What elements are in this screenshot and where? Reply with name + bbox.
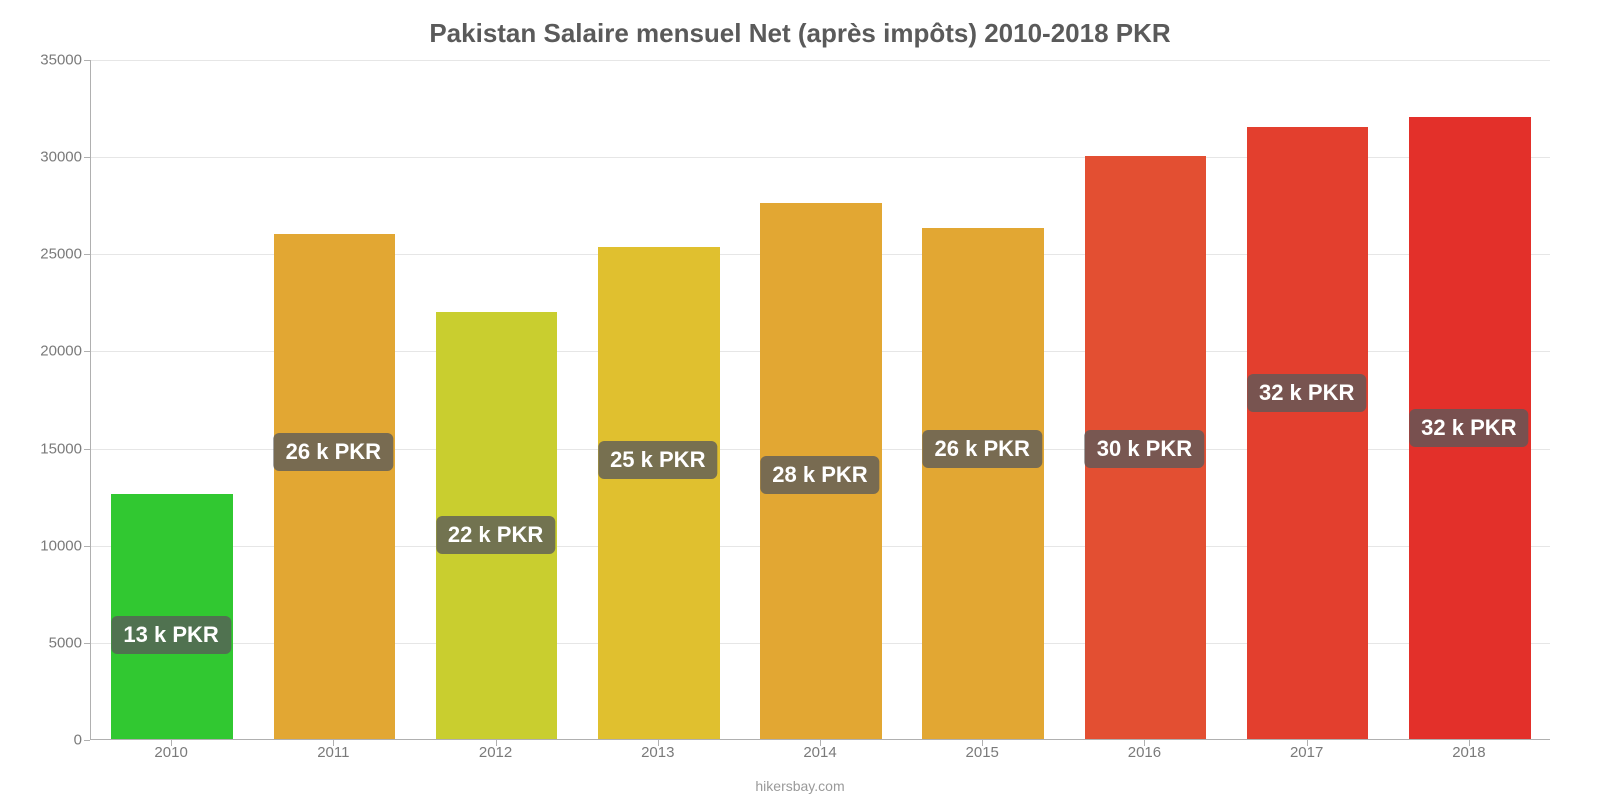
bar [1247,127,1369,739]
bar-value-label: 22 k PKR [436,516,555,554]
y-tick-mark [84,643,90,644]
y-tick-label: 10000 [12,537,82,554]
x-tick-label: 2015 [966,744,999,761]
y-tick-label: 5000 [12,634,82,651]
salary-bar-chart: Pakistan Salaire mensuel Net (après impô… [0,0,1600,800]
bar [274,234,396,739]
y-tick-label: 35000 [12,52,82,69]
bar-value-label: 25 k PKR [598,441,717,479]
x-tick-label: 2014 [803,744,836,761]
x-tick-label: 2013 [641,744,674,761]
y-tick-label: 25000 [12,246,82,263]
bar-value-label: 32 k PKR [1409,409,1528,447]
x-tick-label: 2017 [1290,744,1323,761]
bar-value-label: 28 k PKR [760,456,879,494]
y-tick-mark [84,254,90,255]
y-tick-label: 30000 [12,149,82,166]
x-tick-label: 2011 [317,744,349,761]
bar-value-label: 32 k PKR [1247,374,1366,412]
bar-value-label: 26 k PKR [923,430,1042,468]
y-tick-label: 15000 [12,440,82,457]
bar [922,228,1044,739]
x-tick-label: 2016 [1128,744,1161,761]
chart-title: Pakistan Salaire mensuel Net (après impô… [0,0,1600,49]
bar-value-label: 26 k PKR [274,433,393,471]
x-tick-label: 2010 [154,744,187,761]
y-tick-label: 0 [12,732,82,749]
bar-value-label: 30 k PKR [1085,430,1204,468]
x-tick-label: 2018 [1452,744,1485,761]
y-tick-label: 20000 [12,343,82,360]
y-tick-mark [84,157,90,158]
y-tick-mark [84,546,90,547]
gridline [91,60,1550,61]
bar-value-label: 13 k PKR [111,616,230,654]
y-tick-mark [84,351,90,352]
source-label: hikersbay.com [0,778,1600,794]
y-tick-mark [84,740,90,741]
y-tick-mark [84,60,90,61]
x-tick-label: 2012 [479,744,512,761]
bar [598,247,720,739]
y-tick-mark [84,449,90,450]
